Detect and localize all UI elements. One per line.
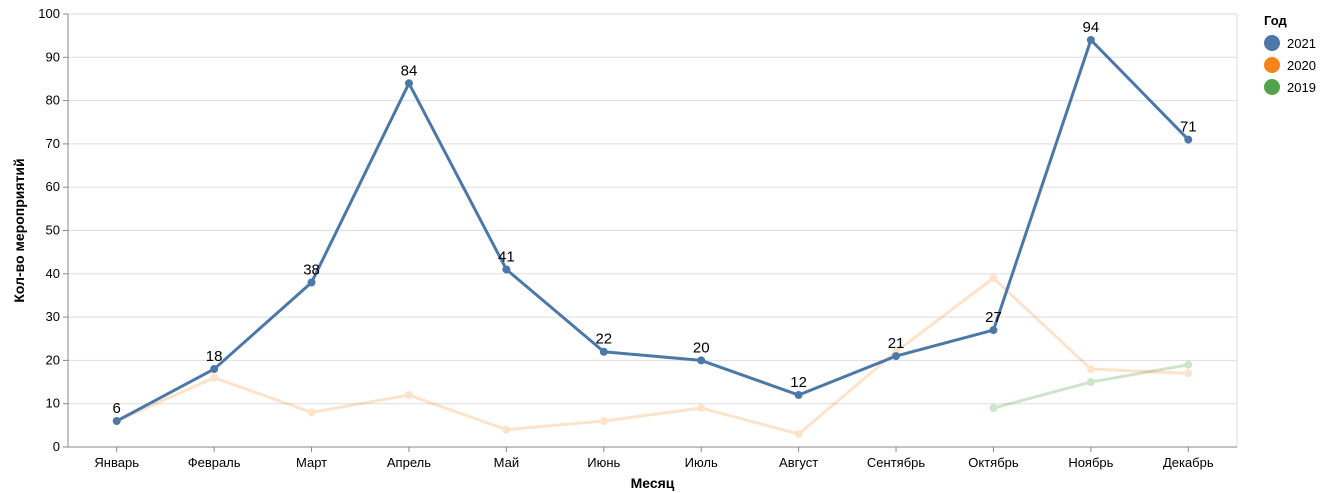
x-axis-title: Месяц — [631, 475, 675, 491]
data-point — [502, 425, 511, 434]
data-point — [794, 430, 803, 439]
legend-label-2021: 2021 — [1287, 36, 1316, 51]
y-tick-label: 90 — [46, 49, 60, 64]
data-label: 27 — [985, 309, 1002, 326]
legend-title: Год — [1264, 13, 1287, 28]
y-tick-label: 0 — [53, 439, 60, 454]
data-label: 84 — [401, 62, 418, 79]
data-point — [989, 326, 998, 335]
data-point — [794, 391, 803, 400]
y-tick-label: 10 — [46, 396, 60, 411]
series-line-2021 — [116, 38, 1190, 423]
y-tick-label: 50 — [46, 223, 60, 238]
data-label: 71 — [1180, 119, 1197, 136]
data-point — [1184, 369, 1193, 378]
legend-symbol-2021 — [1264, 35, 1280, 51]
data-point — [989, 274, 998, 283]
legend: Год 2021 2020 2019 — [1264, 13, 1316, 95]
legend-symbol-2019 — [1264, 79, 1280, 95]
y-tick-label: 20 — [46, 352, 60, 367]
y-tick-label: 70 — [46, 136, 60, 151]
data-point — [210, 373, 219, 382]
data-label: 38 — [303, 261, 320, 278]
x-tick-label: Апрель — [387, 455, 431, 470]
y-tick-label: 40 — [46, 266, 60, 281]
x-axis: Январь Февраль Март Апрель Май Июнь Июль Август… — [68, 446, 1237, 470]
data-point — [697, 404, 706, 413]
legend-symbol-2020 — [1264, 57, 1280, 73]
data-point — [112, 417, 121, 426]
y-tick-label: 80 — [46, 93, 60, 108]
data-point — [1086, 365, 1095, 374]
data-label: 20 — [693, 339, 710, 356]
data-label: 12 — [790, 374, 807, 391]
data-label: 22 — [595, 331, 612, 348]
x-tick-label: Июль — [685, 455, 718, 470]
data-point — [307, 408, 316, 417]
y-axis: 0 10 20 30 40 50 60 70 80 90 100 — [38, 6, 69, 454]
data-label: 6 — [113, 400, 121, 417]
data-point — [599, 417, 608, 426]
x-tick-label: Ноябрь — [1068, 455, 1113, 470]
data-point — [697, 356, 706, 365]
data-label: 21 — [888, 335, 905, 352]
data-point — [599, 347, 608, 356]
x-tick-label: Февраль — [188, 455, 241, 470]
data-point — [1086, 35, 1095, 44]
data-point — [1184, 135, 1193, 144]
data-point — [404, 391, 413, 400]
data-point — [307, 278, 316, 287]
grid — [68, 13, 1238, 448]
y-tick-label: 60 — [46, 179, 60, 194]
x-tick-label: Май — [494, 455, 519, 470]
legend-label-2019: 2019 — [1287, 80, 1316, 95]
data-label: 18 — [206, 348, 223, 365]
data-point — [1184, 360, 1193, 369]
x-tick-label: Август — [779, 455, 818, 470]
data-label: 41 — [498, 248, 515, 265]
data-labels: 6 18 38 84 41 22 20 12 21 27 94 71 — [113, 19, 1197, 417]
data-point — [989, 404, 998, 413]
x-tick-label: Октябрь — [968, 455, 1019, 470]
data-label: 94 — [1083, 19, 1100, 36]
y-tick-label: 100 — [38, 6, 60, 21]
series-line-2019 — [993, 363, 1189, 410]
data-point — [1086, 378, 1095, 387]
x-tick-label: Декабрь — [1163, 455, 1214, 470]
x-tick-label: Сентябрь — [867, 455, 925, 470]
data-point — [404, 79, 413, 88]
series-2021 — [112, 35, 1193, 426]
x-tick-label: Январь — [94, 455, 139, 470]
data-point — [892, 352, 901, 361]
series-line-2020 — [116, 276, 1189, 436]
series-2019 — [989, 360, 1193, 413]
y-axis-title: Кол-во мероприятий — [11, 158, 27, 302]
x-tick-label: Март — [296, 455, 327, 470]
y-tick-label: 30 — [46, 309, 60, 324]
data-point — [502, 265, 511, 274]
data-point — [210, 365, 219, 374]
series-layer — [112, 35, 1193, 439]
x-tick-label: Июнь — [587, 455, 620, 470]
legend-label-2020: 2020 — [1287, 58, 1316, 73]
